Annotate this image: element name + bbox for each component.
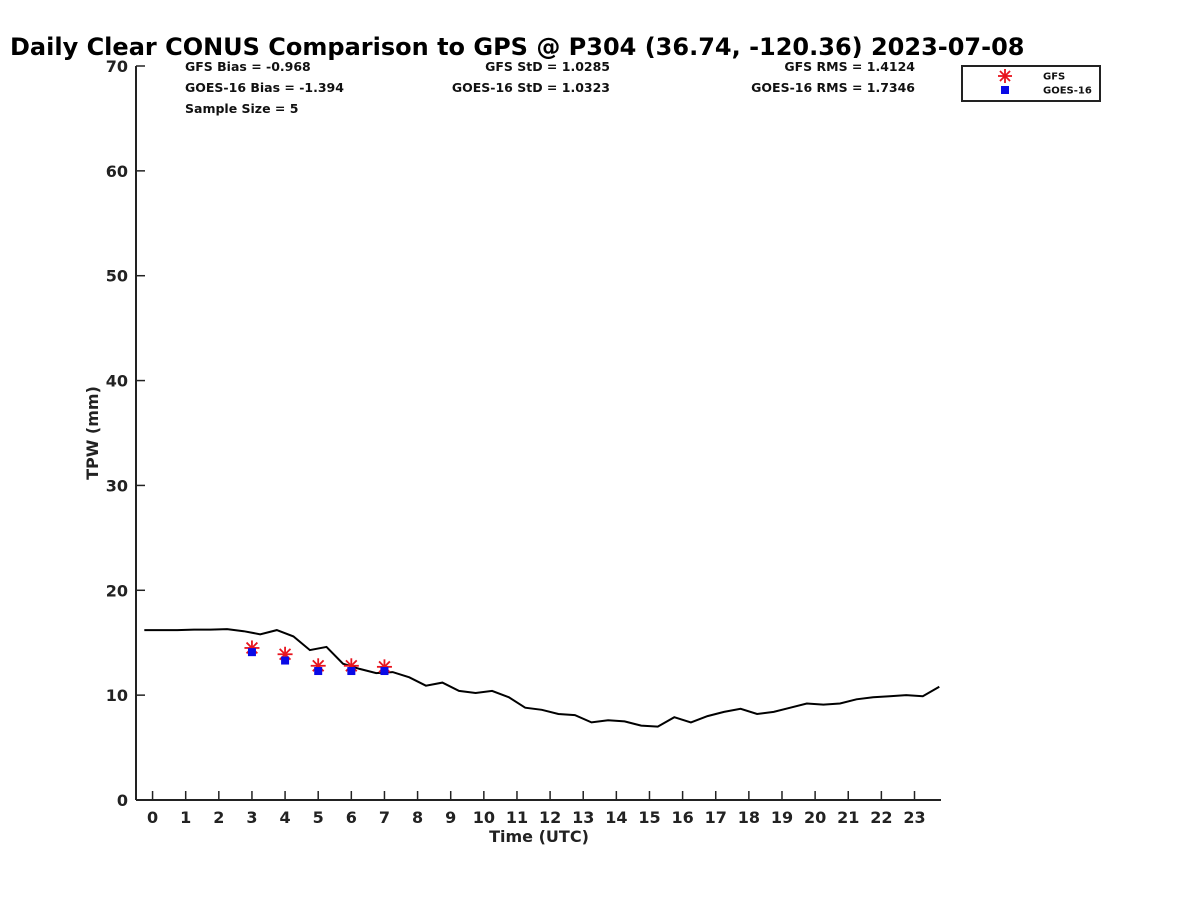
x-tick-label: 6 xyxy=(346,808,357,827)
goes16-point xyxy=(380,667,389,676)
x-tick-label: 16 xyxy=(671,808,693,827)
x-tick-label: 17 xyxy=(705,808,727,827)
stat-text: GFS StD = 1.0285 xyxy=(485,59,610,74)
x-axis-label: Time (UTC) xyxy=(489,827,589,846)
legend-gfs-marker xyxy=(998,69,1012,83)
x-tick-label: 18 xyxy=(738,808,760,827)
goes16-point xyxy=(247,648,256,657)
stat-text: GFS RMS = 1.4124 xyxy=(784,59,915,74)
data-series xyxy=(144,628,940,728)
x-tick-label: 8 xyxy=(412,808,423,827)
legend-label: GOES-16 xyxy=(1043,86,1092,97)
plot-axes xyxy=(135,65,941,801)
stat-text: GOES-16 StD = 1.0323 xyxy=(452,80,610,95)
x-tick-label: 5 xyxy=(313,808,324,827)
y-tick-label: 70 xyxy=(106,57,128,76)
x-tick-label: 0 xyxy=(147,808,158,827)
x-tick-label: 19 xyxy=(771,808,793,827)
x-tick-label: 10 xyxy=(473,808,495,827)
stat-text: GOES-16 RMS = 1.7346 xyxy=(751,80,915,95)
goes16-point xyxy=(347,667,356,676)
x-tick-label: 15 xyxy=(638,808,660,827)
x-tick-label: 2 xyxy=(213,808,224,827)
statistics-block: GFS Bias = -0.968 GFS StD = 1.0285 GFS RMS… xyxy=(185,59,915,116)
legend-goes16-marker xyxy=(1001,86,1009,94)
x-tick-label: 11 xyxy=(506,808,528,827)
tick-labels: 0 1 2 3 4 5 6 7 8 9 10 11 12 13 14 15 16 17 18 19 20 21 22 2301… xyxy=(106,57,926,827)
stat-text: GOES-16 Bias = -1.394 xyxy=(185,80,344,95)
legend-box xyxy=(961,65,1101,102)
legend-label: GFS xyxy=(1043,72,1065,83)
x-tick-label: 1 xyxy=(180,808,191,827)
goes16-point xyxy=(314,667,323,676)
gps-series-line xyxy=(144,628,940,728)
y-tick-label: 60 xyxy=(106,162,128,181)
x-tick-label: 9 xyxy=(445,808,456,827)
stat-text: GFS Bias = -0.968 xyxy=(185,59,311,74)
x-tick-label: 12 xyxy=(539,808,561,827)
x-tick-label: 7 xyxy=(379,808,390,827)
x-tick-label: 23 xyxy=(903,808,925,827)
x-tick-label: 20 xyxy=(804,808,826,827)
x-tick-label: 22 xyxy=(870,808,892,827)
x-tick-label: 4 xyxy=(280,808,291,827)
y-tick-label: 30 xyxy=(106,476,128,495)
y-tick-label: 10 xyxy=(106,686,128,705)
x-tick-label: 13 xyxy=(572,808,594,827)
legend: GFS GOES-16 xyxy=(961,65,1101,102)
chart-title: Daily Clear CONUS Comparison to GPS @ P3… xyxy=(10,33,1024,61)
x-tick-label: 21 xyxy=(837,808,859,827)
y-tick-label: 0 xyxy=(117,791,128,810)
y-tick-label: 40 xyxy=(106,372,128,391)
x-tick-label: 14 xyxy=(605,808,627,827)
y-tick-label: 20 xyxy=(106,581,128,600)
goes16-point xyxy=(281,656,290,665)
x-tick-label: 3 xyxy=(246,808,257,827)
y-axis-label: TPW (mm) xyxy=(83,386,102,480)
y-tick-label: 50 xyxy=(106,267,128,286)
stat-text: Sample Size = 5 xyxy=(185,101,298,116)
